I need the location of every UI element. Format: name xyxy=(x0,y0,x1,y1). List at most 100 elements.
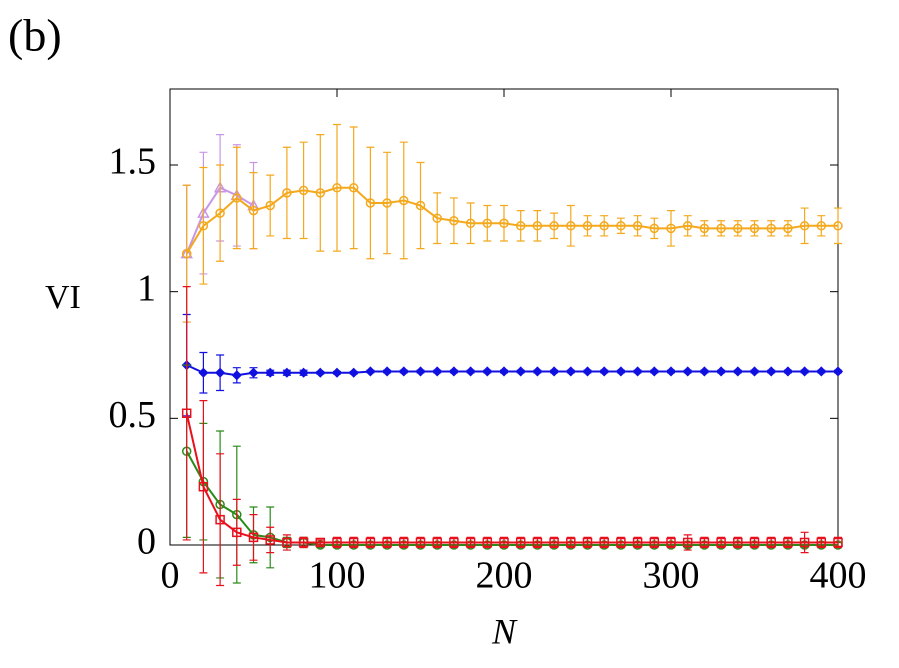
marker xyxy=(782,366,793,377)
marker xyxy=(215,367,226,378)
marker xyxy=(365,537,376,548)
marker xyxy=(482,537,493,548)
error-bar xyxy=(750,220,759,237)
marker xyxy=(599,366,610,377)
error-bar xyxy=(282,534,291,551)
marker xyxy=(181,248,192,259)
error-bar xyxy=(550,212,559,240)
panel-label: (b) xyxy=(8,10,62,61)
marker xyxy=(665,366,677,377)
error-bar xyxy=(182,286,191,541)
marker xyxy=(365,198,376,208)
marker xyxy=(232,527,242,538)
marker xyxy=(649,366,660,377)
marker xyxy=(181,408,192,419)
error-bar xyxy=(667,210,675,247)
marker xyxy=(449,537,459,548)
marker xyxy=(515,537,526,548)
x-tick-label: 0 xyxy=(161,555,180,597)
marker xyxy=(615,366,626,377)
marker xyxy=(399,537,409,548)
marker xyxy=(382,537,392,548)
marker xyxy=(632,221,643,231)
error-bar xyxy=(483,204,492,242)
marker xyxy=(515,366,526,377)
marker xyxy=(298,537,309,548)
marker xyxy=(465,366,476,377)
plot-frame xyxy=(169,88,839,546)
marker xyxy=(248,367,259,378)
marker xyxy=(649,537,660,548)
marker xyxy=(599,221,609,231)
marker xyxy=(482,218,493,229)
error-bar xyxy=(199,400,208,574)
y-tick-label: 0 xyxy=(137,521,156,563)
x-axis-label: N xyxy=(491,611,518,651)
error-bar xyxy=(266,174,275,237)
error-bar xyxy=(249,172,258,250)
marker xyxy=(766,537,776,548)
error-bar xyxy=(466,202,475,245)
error-bar xyxy=(232,146,241,250)
error-bar xyxy=(232,498,241,566)
marker xyxy=(699,537,710,548)
marker xyxy=(549,221,559,231)
marker xyxy=(833,221,843,231)
marker xyxy=(215,208,225,218)
marker xyxy=(616,221,626,231)
marker xyxy=(382,198,392,208)
marker xyxy=(432,213,442,223)
error-bar xyxy=(817,215,826,237)
marker xyxy=(766,223,776,234)
error-bar xyxy=(316,539,325,546)
marker xyxy=(315,367,326,378)
error-bar xyxy=(616,217,625,234)
marker xyxy=(799,221,810,231)
error-bar xyxy=(282,146,291,240)
marker xyxy=(332,537,342,548)
marker xyxy=(582,537,593,548)
error-bar xyxy=(800,531,809,554)
marker xyxy=(282,188,292,198)
error-bar xyxy=(349,126,358,250)
marker xyxy=(265,200,275,211)
marker xyxy=(298,185,309,196)
error-bar xyxy=(333,123,341,252)
error-bar xyxy=(516,210,525,242)
marker xyxy=(265,367,276,378)
error-bar xyxy=(449,197,458,245)
error-bar xyxy=(783,220,792,237)
marker xyxy=(832,366,844,377)
marker xyxy=(616,537,626,548)
x-tick-label: 300 xyxy=(643,555,700,597)
error-bar xyxy=(216,164,225,262)
marker xyxy=(499,218,509,229)
marker xyxy=(448,366,459,377)
marker xyxy=(783,537,793,548)
error-bar xyxy=(249,514,258,561)
error-bar xyxy=(299,141,308,240)
marker xyxy=(398,366,409,377)
x-tick-label: 200 xyxy=(476,555,533,597)
marker xyxy=(666,223,676,234)
marker xyxy=(632,366,643,377)
marker xyxy=(432,537,442,548)
error-bar xyxy=(216,453,225,587)
marker xyxy=(348,367,359,378)
marker xyxy=(298,367,309,378)
marker xyxy=(281,367,292,378)
marker xyxy=(749,223,760,234)
error-bar xyxy=(500,204,508,242)
error-bar xyxy=(433,192,442,245)
marker xyxy=(198,367,209,378)
marker xyxy=(365,366,376,377)
marker xyxy=(599,537,609,548)
marker xyxy=(682,221,693,231)
marker xyxy=(215,514,225,525)
error-bar xyxy=(733,220,742,237)
marker xyxy=(532,366,543,377)
error-bar xyxy=(383,151,392,255)
marker xyxy=(399,195,409,206)
marker xyxy=(498,366,510,377)
marker xyxy=(432,366,443,377)
